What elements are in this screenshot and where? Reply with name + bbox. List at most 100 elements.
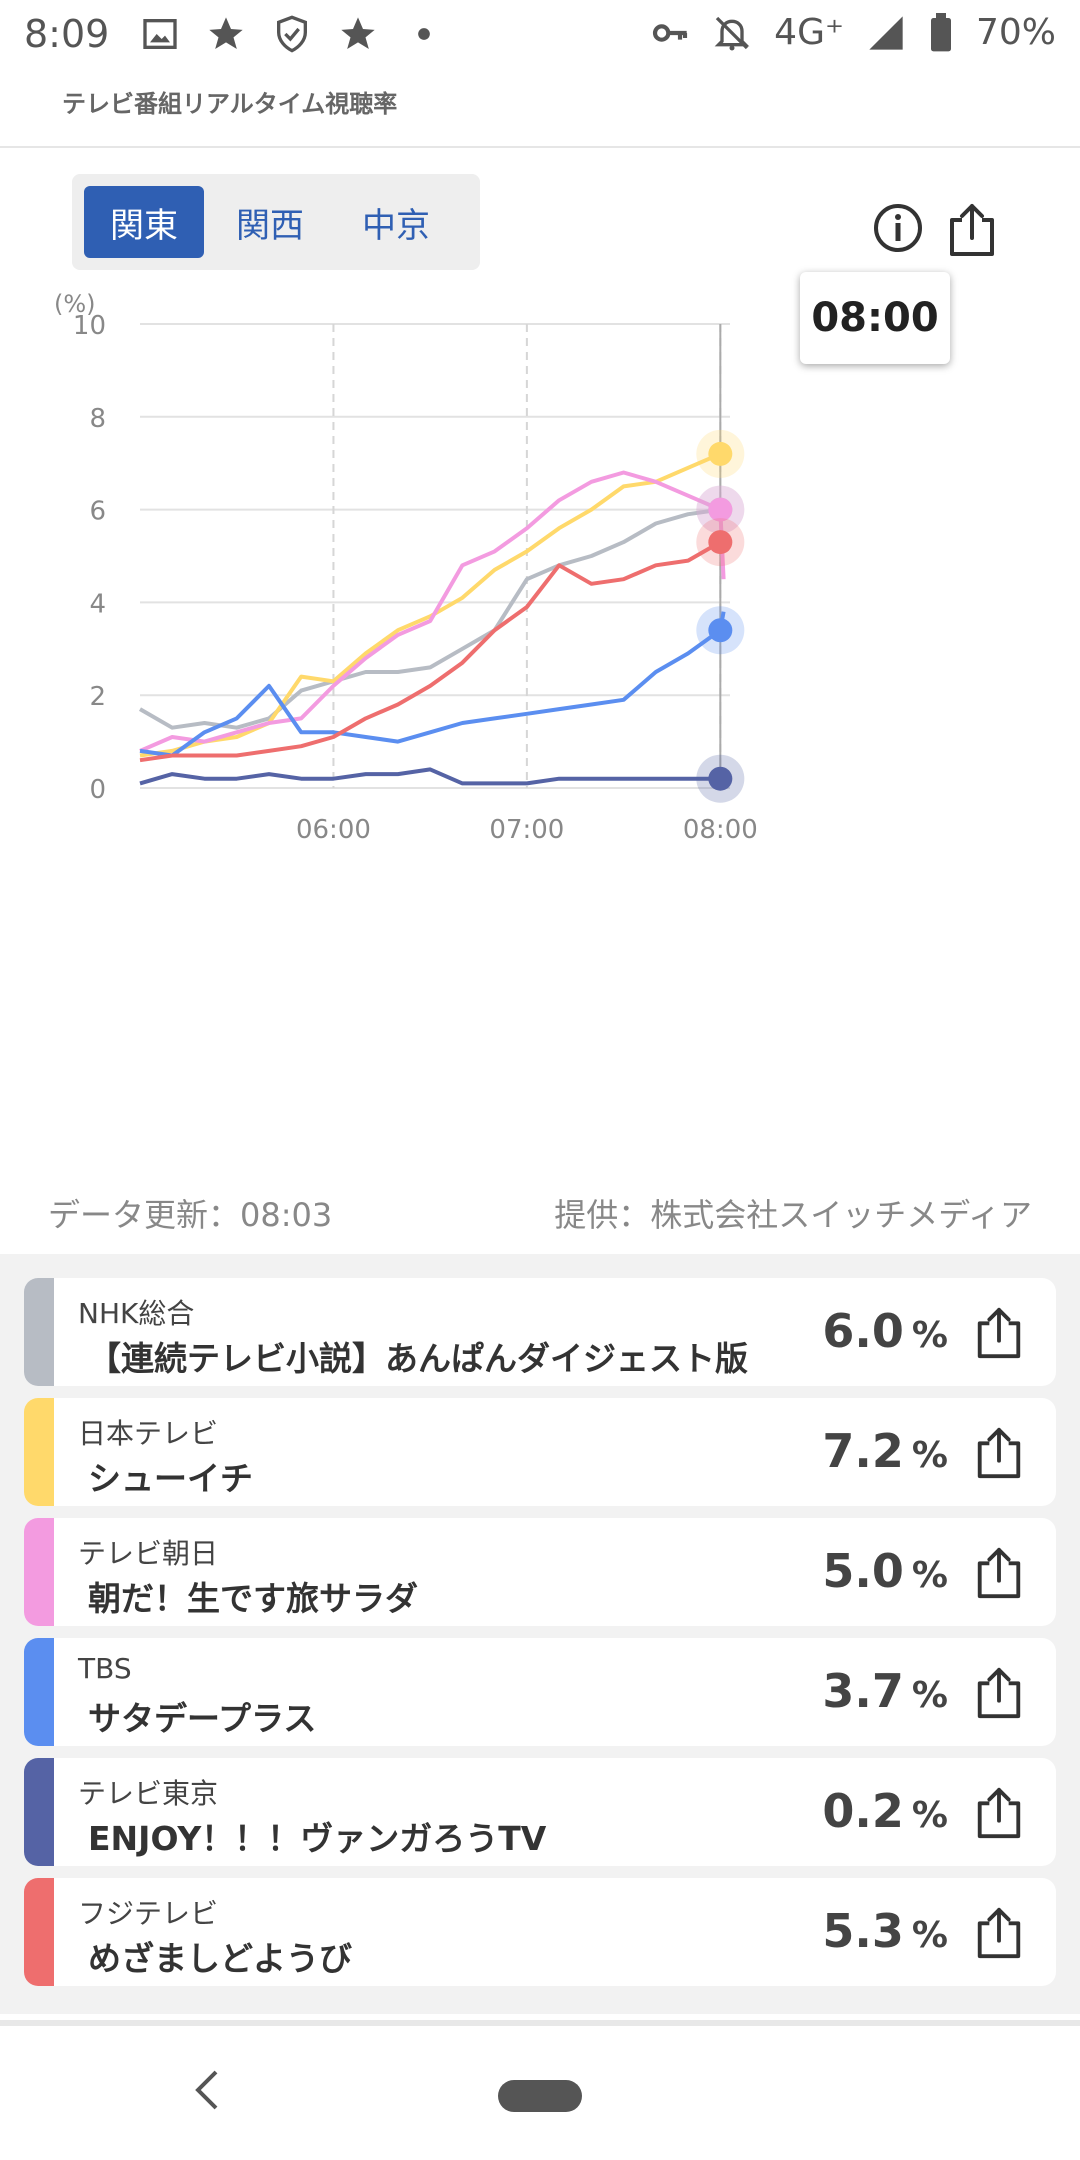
channel-color-bar [24,1638,54,1746]
channel-name: テレビ東京 [78,1777,219,1810]
star-icon [338,14,378,54]
channel-card-tv-tokyo[interactable]: テレビ東京 ENJOY！！！ヴァンガろうTV 0.2% [24,1758,1056,1866]
rating-unit: % [911,1555,948,1596]
series-line [139,767,724,786]
region-tabs: 関東 関西 中京 [72,174,480,270]
series-line [139,611,726,758]
back-icon[interactable] [190,2066,224,2114]
battery-level: 70% [975,12,1056,53]
program-title: シューイチ [88,1459,253,1498]
share-icon[interactable] [972,1306,1026,1360]
series-marker [708,497,733,522]
channel-name: TBS [78,1652,132,1685]
y-axis-label: (%) [54,290,96,318]
status-bar: 8:09 4G⁺ 70% [0,0,1080,72]
channel-card-tv-asahi[interactable]: テレビ朝日 朝だ！生です旅サラダ 5.0% [24,1518,1056,1626]
page-subtitle: テレビ番組リアルタイム視聴率 [62,90,398,118]
notification-icons [140,14,444,54]
program-title: 朝だ！生です旅サラダ [88,1579,418,1618]
rating-unit: % [911,1795,948,1836]
rating-unit: % [911,1315,948,1356]
series-marker [708,530,733,555]
program-title: めざましどようび [88,1939,352,1978]
channel-color-bar [24,1758,54,1866]
image-icon [140,14,180,54]
signal-icon [866,13,906,53]
rating-number: 5.0 [822,1544,904,1598]
channel-list: NHK総合 【連続テレビ小説】あんぱんダイジェスト版 6.0% 日本テレビ シュ… [0,1254,1080,2014]
channel-card-fuji[interactable]: フジテレビ めざましどようび 5.3% [24,1878,1056,1986]
share-icon[interactable] [944,202,1000,258]
channel-color-bar [24,1278,54,1386]
provider-label: 提供：株式会社スイッチメディア [554,1196,1032,1234]
rating-unit: % [911,1435,948,1476]
channel-name: テレビ朝日 [78,1537,219,1570]
rating-value: 5.0% [822,1544,948,1598]
rating-number: 5.3 [822,1904,904,1958]
tab-chukyo[interactable]: 中京 [362,205,430,246]
app-header: テレビ番組リアルタイム視聴率 [0,72,1080,148]
chart-svg[interactable]: 0 2 4 6 8 10(%) 06:00 07:00 08:00 [40,280,1040,1180]
rating-number: 0.2 [822,1784,904,1838]
chart-footer: データ更新：08:03 提供：株式会社スイッチメディア [0,1180,1080,1254]
rating-value: 0.2% [822,1784,948,1838]
channel-color-bar [24,1518,54,1626]
series-line [139,470,726,753]
system-indicators: 4G⁺ 70% [650,12,1056,53]
y-tick-label: 0 [89,775,106,805]
rating-number: 3.7 [822,1664,904,1718]
x-tick-label: 08:00 [683,815,758,845]
rating-unit: % [911,1675,948,1716]
x-tick-label: 07:00 [489,815,564,845]
tab-kanto[interactable]: 関東 [84,186,204,258]
share-icon[interactable] [972,1426,1026,1480]
channel-color-bar [24,1398,54,1506]
home-pill[interactable] [498,2080,582,2112]
y-tick-label: 4 [89,589,106,619]
star-icon [206,14,246,54]
channel-color-bar [24,1878,54,1986]
program-title: 【連続テレビ小説】あんぱんダイジェスト版 [88,1339,748,1378]
share-icon[interactable] [972,1666,1026,1720]
series-line [139,540,724,763]
share-icon[interactable] [972,1786,1026,1840]
y-tick-label: 2 [89,682,106,712]
series-line [138,507,724,730]
series-line [139,443,726,758]
series-marker [708,766,733,791]
program-title: ENJOY！！！ヴァンガろうTV [88,1819,547,1858]
system-nav-bar [0,2020,1080,2160]
share-icon[interactable] [972,1906,1026,1960]
rating-value: 7.2% [822,1424,948,1478]
channel-card-tbs[interactable]: TBS サタデープラス 3.7% [24,1638,1056,1746]
rating-value: 5.3% [822,1904,948,1958]
program-title: サタデープラス [88,1699,317,1738]
ratings-chart[interactable]: 0 2 4 6 8 10 (%) 06:00 07:00 08:00 [40,280,1040,1180]
y-tick-label: 8 [89,404,106,434]
series-marker [708,618,733,643]
bell-off-icon [712,13,752,53]
info-icon[interactable] [872,202,924,254]
channel-name: フジテレビ [78,1897,219,1930]
channel-name: 日本テレビ [78,1417,219,1450]
channel-name: NHK総合 [78,1297,195,1330]
shield-icon [272,14,312,54]
tab-kansai[interactable]: 関西 [236,205,304,246]
rating-unit: % [911,1915,948,1956]
rating-number: 7.2 [822,1424,904,1478]
rating-value: 3.7% [822,1664,948,1718]
share-icon[interactable] [972,1546,1026,1600]
y-tick-label: 10 [73,311,106,341]
network-type: 4G⁺ [774,12,844,53]
y-tick-label: 6 [89,497,106,527]
rating-number: 6.0 [822,1304,904,1358]
channel-card-ntv[interactable]: 日本テレビ シューイチ 7.2% [24,1398,1056,1506]
channel-card-nhk[interactable]: NHK総合 【連続テレビ小説】あんぱんダイジェスト版 6.0% [24,1278,1056,1386]
status-time: 8:09 [24,12,110,56]
battery-icon [928,12,954,53]
x-tick-label: 06:00 [296,815,371,845]
time-tooltip: 08:00 [800,272,950,364]
rating-value: 6.0% [822,1304,948,1358]
key-icon [650,13,690,53]
dot-icon [404,14,444,54]
